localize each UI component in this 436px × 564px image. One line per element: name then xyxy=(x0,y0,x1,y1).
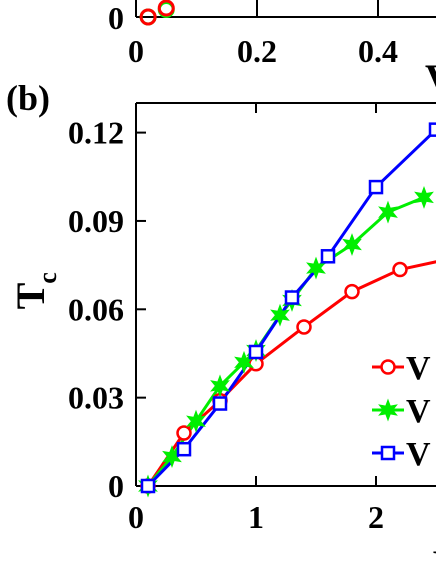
panel-a-ticks xyxy=(256,0,379,17)
panel-a-x-tick-label: 0.4 xyxy=(358,33,398,69)
series-2-point xyxy=(210,374,230,398)
y-axis-label-subscript: c xyxy=(33,272,62,284)
panel-b: (b) 00.030.060.090.12 012 T c J VVV xyxy=(6,78,436,564)
series-3-point xyxy=(368,179,384,195)
y-tick-label: 0.06 xyxy=(68,291,124,327)
legend-swatch-marker xyxy=(380,445,396,461)
x-axis-label: J xyxy=(427,542,436,564)
series-3-point xyxy=(428,122,436,137)
y-axis-label: T c xyxy=(8,272,62,309)
legend-label: V xyxy=(406,436,431,473)
y-tick-label: 0.09 xyxy=(68,203,124,239)
series-3-point xyxy=(284,290,300,305)
legend-item: V xyxy=(372,436,431,473)
series-3-point xyxy=(212,396,228,411)
series-2-point xyxy=(186,409,206,433)
series-3-point xyxy=(248,344,264,360)
y-tick-labels: 0 0.03 0.06 0.09 0.12 xyxy=(68,115,124,504)
ticks xyxy=(136,103,377,486)
legend-label: V xyxy=(406,350,431,387)
panel-label-b: (b) xyxy=(6,78,50,118)
x-tick-label: 0 xyxy=(128,499,144,535)
series-2-point xyxy=(270,303,290,327)
legend: VVV xyxy=(372,350,431,473)
series-3-point xyxy=(176,441,192,457)
panel-a-points xyxy=(139,0,175,26)
legend-label: V xyxy=(406,393,431,430)
series-1-point xyxy=(176,425,192,441)
y-axis-label-main: T xyxy=(8,282,53,309)
y-tick-label: 0.12 xyxy=(68,115,124,151)
series-markers xyxy=(138,122,436,498)
series-1-point xyxy=(392,261,408,278)
series-line-3 xyxy=(146,128,436,488)
x-tick-labels: 0 1 2 xyxy=(128,499,384,535)
panel-a-x-axis-label: V xyxy=(425,56,436,101)
panel-a: 0 0 0.2 0.4 V xyxy=(108,0,436,101)
legend-item: V xyxy=(372,393,431,430)
panel-a-y-tick-label: 0 xyxy=(108,0,124,36)
series-3-point xyxy=(320,249,336,264)
x-tick-label: 1 xyxy=(248,499,264,535)
series-lines xyxy=(146,128,436,488)
series-3-point xyxy=(140,478,156,494)
y-tick-label: 0.03 xyxy=(68,380,124,416)
x-tick-label: 2 xyxy=(368,499,384,535)
panel-a-x-tick-label: 0.2 xyxy=(237,33,277,69)
legend-item: V xyxy=(372,350,431,387)
series-2-point xyxy=(414,185,434,209)
legend-swatch-marker xyxy=(380,359,396,375)
series-2-point xyxy=(342,233,362,256)
series-2-point xyxy=(378,200,398,224)
series-1-point xyxy=(344,283,360,300)
panel-a-x-tick-label: 0 xyxy=(128,33,144,69)
y-tick-label: 0 xyxy=(108,468,124,504)
series-1-point xyxy=(296,319,312,335)
panel-a-data-point xyxy=(139,8,157,26)
panel-a-data-point xyxy=(157,0,175,17)
legend-swatch-marker xyxy=(378,398,398,422)
